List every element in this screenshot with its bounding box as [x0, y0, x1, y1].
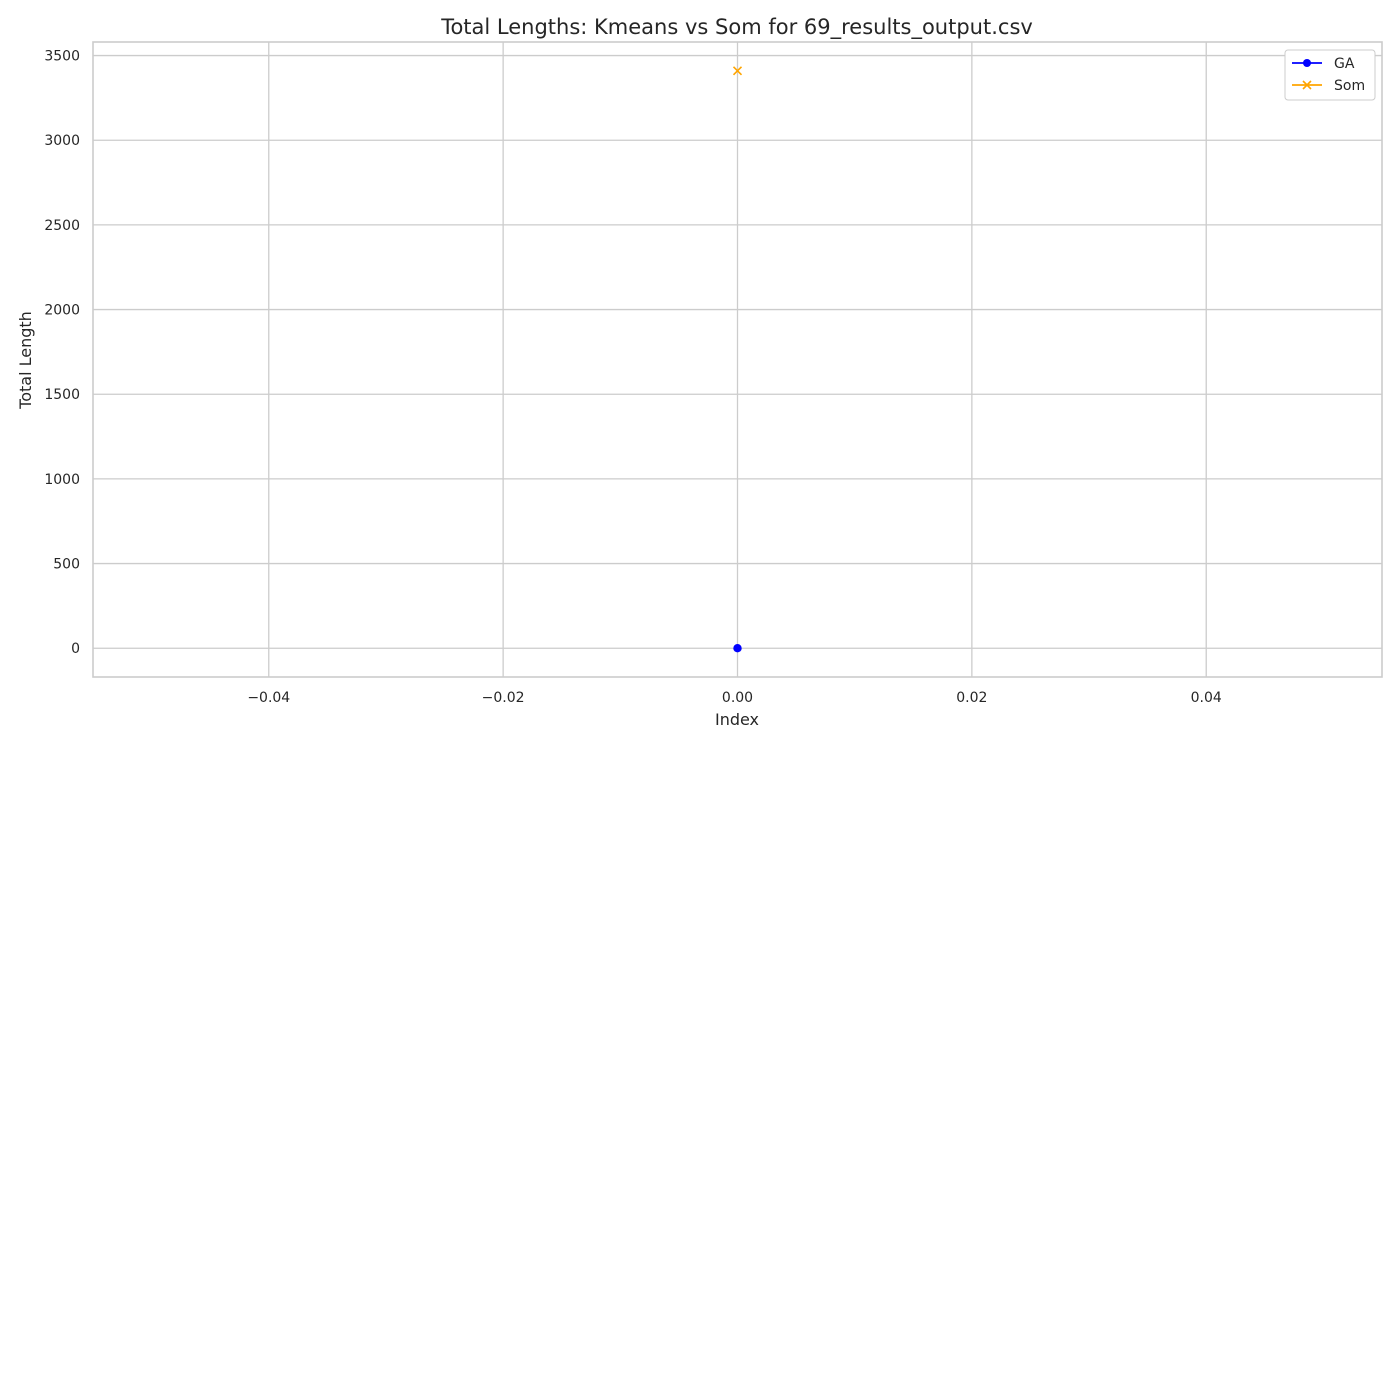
y-tick-label: 0 [71, 641, 80, 657]
chart-title: Total Lengths: Kmeans vs Som for 69_resu… [440, 15, 1033, 40]
tick-labels: −0.04 −0.02 0.00 0.02 0.04 0 500 1000 1500 2000 25… [44, 49, 1222, 706]
x-tick-label: 0.02 [956, 690, 987, 706]
data-point-som [732, 66, 743, 76]
data-series [732, 66, 743, 653]
legend-ga-marker [1303, 59, 1311, 67]
x-tick-label: 0.00 [722, 690, 753, 706]
legend-som-marker [1302, 80, 1312, 90]
legend-label-ga: GA [1334, 56, 1355, 72]
y-tick-label: 1500 [44, 387, 80, 403]
x-tick-label: −0.04 [247, 690, 290, 706]
y-tick-label: 2500 [44, 218, 80, 234]
x-axis-label: Index [715, 710, 759, 729]
legend-label-som: Som [1334, 78, 1365, 94]
legend: GA Som [1284, 49, 1376, 101]
y-tick-label: 500 [53, 557, 80, 573]
grid-lines [93, 42, 1382, 677]
y-tick-label: 2000 [44, 303, 80, 319]
plot-frame [92, 41, 1383, 678]
x-tick-label: 0.04 [1191, 690, 1222, 706]
data-point-ga [733, 644, 742, 653]
y-tick-label: 3500 [44, 49, 80, 65]
y-tick-label: 3000 [44, 133, 80, 149]
y-tick-label: 1000 [44, 472, 80, 488]
x-tick-label: −0.02 [482, 690, 525, 706]
y-axis-label: Total Length [16, 311, 35, 410]
